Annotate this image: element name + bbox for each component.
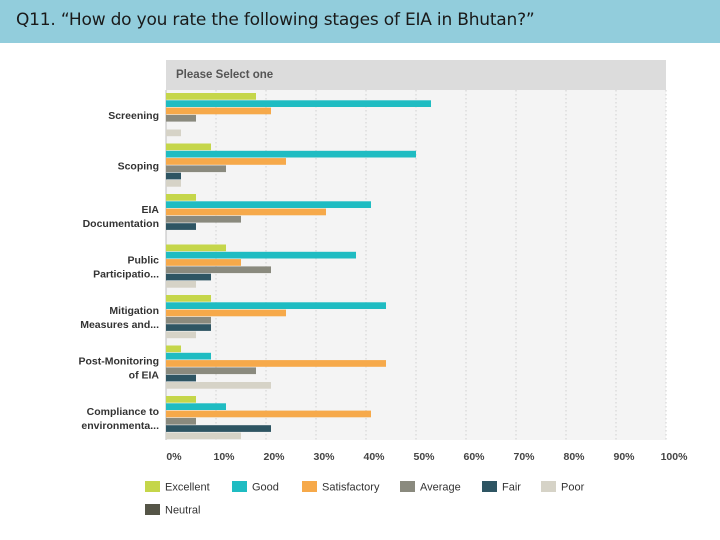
- legend-swatch-excellent: [145, 481, 160, 492]
- x-tick-label: 70%: [513, 451, 535, 463]
- bar-poor-6: [166, 432, 241, 440]
- x-tick-label: 10%: [213, 451, 235, 463]
- legend-label-average: Average: [420, 482, 461, 494]
- x-tick-label: 60%: [463, 451, 485, 463]
- bar-average-3: [166, 266, 271, 274]
- category-label: Compliance to: [87, 406, 159, 418]
- bar-good-5: [166, 352, 211, 360]
- bar-fair-3: [166, 273, 211, 281]
- legend-swatch-satisfactory: [302, 481, 317, 492]
- bar-good-2: [166, 201, 371, 208]
- bar-poor-4: [166, 331, 196, 339]
- category-label: EIA: [141, 204, 159, 216]
- bar-poor-0: [166, 129, 181, 137]
- legend-swatch-poor: [541, 481, 556, 492]
- bar-fair-5: [166, 374, 196, 382]
- bar-good-6: [166, 403, 226, 410]
- category-label: Documentation: [83, 218, 159, 230]
- category-label: environmenta...: [81, 420, 159, 432]
- legend-swatch-average: [400, 481, 415, 492]
- category-label: Participatio...: [93, 269, 159, 281]
- legend-label-fair: Fair: [502, 482, 521, 494]
- bar-satisfactory-0: [166, 107, 271, 115]
- bar-average-1: [166, 165, 226, 173]
- bar-satisfactory-1: [166, 158, 286, 165]
- x-tick-label: 80%: [563, 451, 585, 463]
- bar-good-3: [166, 251, 356, 259]
- x-tick-label: 90%: [613, 451, 635, 463]
- category-label: Mitigation: [109, 305, 159, 317]
- bar-poor-3: [166, 281, 196, 288]
- bar-average-4: [166, 316, 211, 324]
- legend-label-neutral: Neutral: [165, 505, 200, 517]
- bar-excellent-1: [166, 143, 211, 151]
- bar-average-6: [166, 417, 196, 425]
- x-tick-label: 30%: [313, 451, 335, 463]
- bar-satisfactory-6: [166, 410, 371, 418]
- x-tick-label: 50%: [413, 451, 435, 463]
- bar-excellent-2: [166, 194, 196, 201]
- legend-label-excellent: Excellent: [165, 482, 210, 494]
- bar-excellent-0: [166, 93, 256, 100]
- bar-average-5: [166, 367, 256, 375]
- bar-good-0: [166, 100, 431, 107]
- title-bar: Q11. “How do you rate the following stag…: [0, 0, 720, 43]
- legend-swatch-fair: [482, 481, 497, 492]
- bar-satisfactory-4: [166, 309, 286, 317]
- x-tick-label: 20%: [263, 451, 285, 463]
- bar-fair-4: [166, 324, 211, 331]
- bar-average-0: [166, 114, 196, 122]
- bar-satisfactory-2: [166, 208, 326, 216]
- chart-header-text: Please Select one: [176, 69, 273, 81]
- legend-label-poor: Poor: [561, 482, 585, 494]
- legend-swatch-neutral: [145, 504, 160, 515]
- category-label: Screening: [108, 110, 159, 122]
- bar-poor-1: [166, 180, 181, 187]
- bar-average-2: [166, 215, 241, 223]
- category-label: Public: [127, 255, 159, 267]
- x-tick-label: 40%: [363, 451, 385, 463]
- bar-good-4: [166, 302, 386, 309]
- chart-header: [166, 60, 666, 90]
- legend-label-satisfactory: Satisfactory: [322, 482, 380, 494]
- bar-excellent-6: [166, 396, 196, 403]
- category-label: Measures and...: [80, 319, 159, 331]
- bar-fair-1: [166, 172, 181, 180]
- legend-label-good: Good: [252, 482, 279, 494]
- bar-satisfactory-3: [166, 259, 241, 266]
- slide-title: Q11. “How do you rate the following stag…: [16, 10, 535, 30]
- bar-excellent-3: [166, 244, 226, 252]
- x-tick-label: 0%: [166, 451, 182, 463]
- category-label: Scoping: [118, 161, 159, 173]
- bar-fair-6: [166, 425, 271, 432]
- bar-fair-2: [166, 223, 196, 230]
- category-label: Post-Monitoring: [79, 356, 159, 368]
- plot-area: [166, 90, 666, 440]
- bar-excellent-5: [166, 345, 181, 353]
- bar-satisfactory-5: [166, 360, 386, 367]
- bar-excellent-4: [166, 295, 211, 302]
- bar-poor-5: [166, 382, 271, 389]
- category-label: of EIA: [129, 370, 160, 382]
- legend-swatch-good: [232, 481, 247, 492]
- bar-good-1: [166, 150, 416, 158]
- x-tick-label: 100%: [661, 451, 689, 463]
